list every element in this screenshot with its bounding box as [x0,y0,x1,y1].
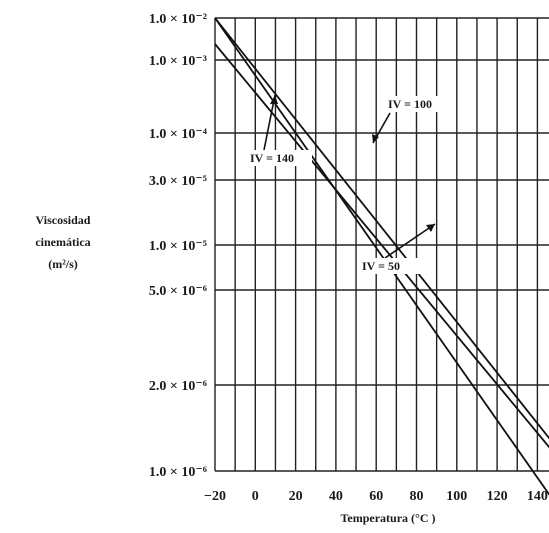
annotation-arrows [263,94,436,259]
y-tick-label: 5.0 × 10⁻⁶ [149,284,207,299]
x-tick-label: −20 [204,489,226,504]
y-tick-label: 1.0 × 10⁻² [149,12,207,27]
series-line [214,43,549,449]
annotation-arrow-shaft [384,223,436,259]
annotation-label: IV = 50 [362,259,400,273]
x-tick-label: 60 [369,489,383,504]
x-tick-label: 80 [410,489,424,504]
annotation-backdrop [248,150,312,166]
x-axis-label: Temperatura (°C ) [340,511,435,525]
y-tick-label: 2.0 × 10⁻⁶ [149,379,207,394]
annotations: IV = 100 IV = 140 IV = 50 [248,96,450,274]
annotation-arrow-head [372,134,379,143]
x-tick-label: 20 [289,489,303,504]
annotation-backdrop [360,258,424,274]
series-line [214,17,549,440]
y-axis-label-line-2: cinemática [35,235,90,249]
y-axis-label-line-3: (m²/s) [48,257,78,271]
x-tick-label: 0 [252,489,259,504]
y-tick-label: 1.0 × 10⁻⁴ [149,127,208,142]
y-tick-label: 3.0 × 10⁻⁵ [149,174,207,189]
annotation-arrow-head [426,224,435,232]
x-tick-labels: −20 0 20 40 60 80 100 120 140 [204,489,548,504]
y-axis-label-line-1: Viscosidad [36,213,91,227]
y-tick-labels: 1.0 × 10⁻² 1.0 × 10⁻³ 1.0 × 10⁻⁴ 3.0 × 10⁻⁵… [149,12,208,480]
x-tick-label: 100 [446,489,467,504]
x-tick-label: 120 [487,489,508,504]
x-tick-label: 140 [527,489,548,504]
annotation-arrow-head [270,95,278,104]
x-tick-label: 40 [329,489,343,504]
annotation-label: IV = 140 [250,151,294,165]
annotation-label: IV = 100 [388,97,432,111]
annotation-backdrop [386,96,450,112]
annotation-arrow-shaft [263,94,276,151]
y-tick-label: 1.0 × 10⁻⁶ [149,465,207,480]
y-tick-label: 1.0 × 10⁻³ [149,54,207,69]
y-tick-label: 1.0 × 10⁻⁵ [149,239,207,254]
